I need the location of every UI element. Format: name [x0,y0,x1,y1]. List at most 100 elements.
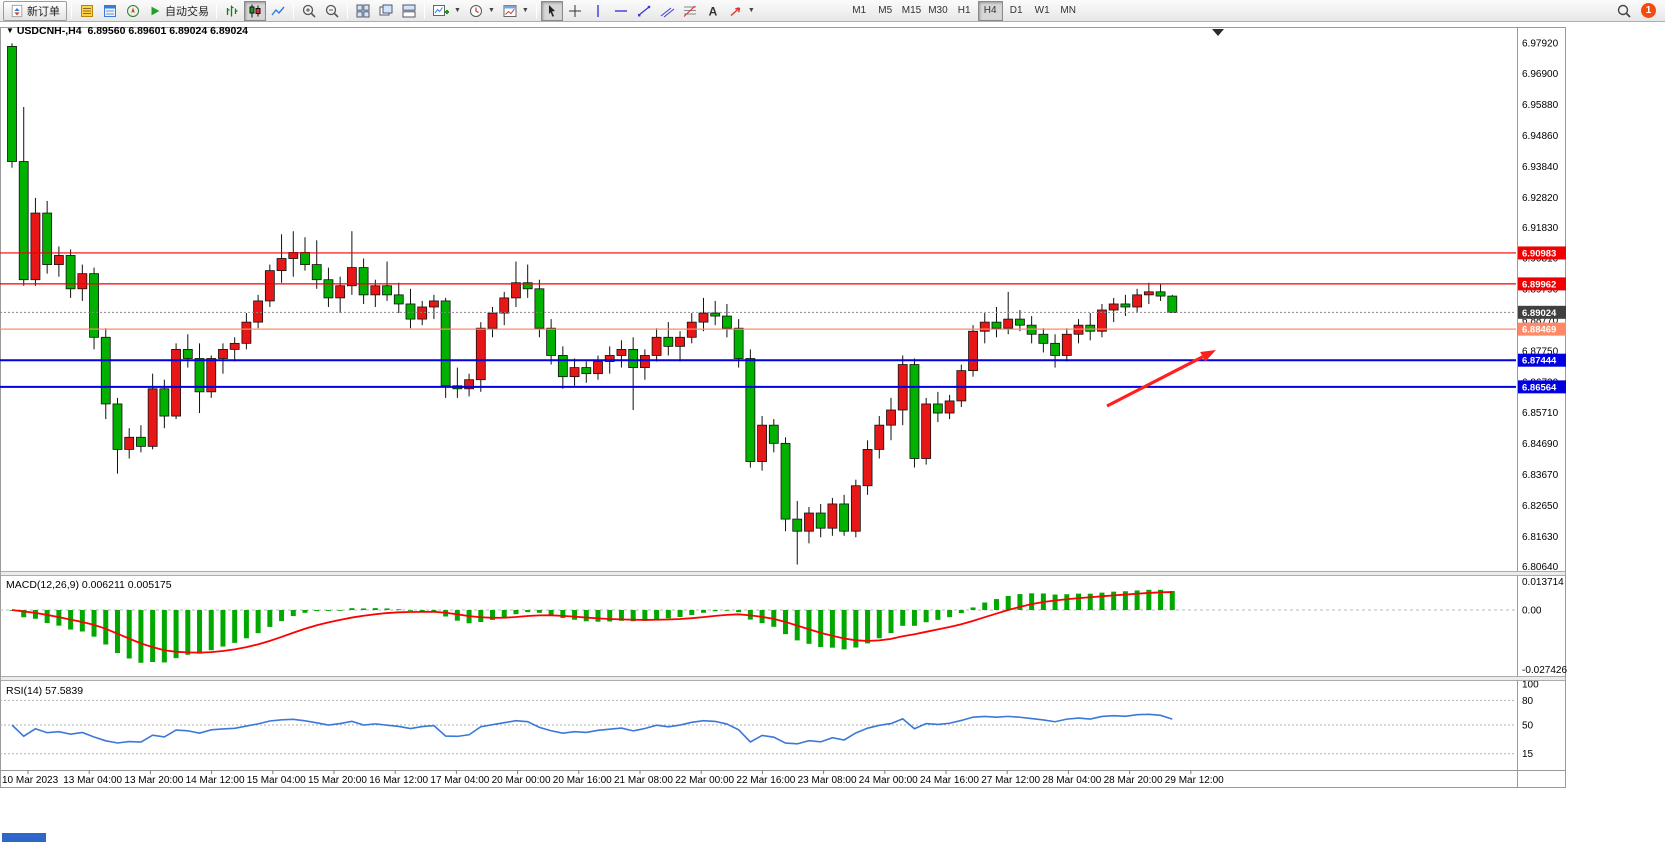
text-tool-button[interactable]: A [702,1,724,21]
bar-chart-mode-button[interactable] [221,1,243,21]
horizontal-line-tool-button[interactable] [610,1,632,21]
macd-histogram-bar [865,610,871,644]
price-label-box [1518,277,1566,291]
clock-icon [469,4,482,17]
candle [499,297,510,314]
svg-text:6.87444: 6.87444 [1522,356,1557,367]
fibonacci-tool-button[interactable] [679,1,701,21]
candle [124,436,135,450]
macd-histogram-bar [935,610,941,620]
time-axis-label: 28 Mar 04:00 [1042,775,1101,786]
hlines-layer[interactable] [0,252,1516,388]
svg-text:6.80640: 6.80640 [1522,562,1559,573]
notification-badge[interactable]: 1 [1641,3,1656,18]
arrows-tool-button[interactable]: ▼ [725,1,758,21]
new-order-button[interactable]: 新订单 [3,0,67,21]
macd-histogram-bar [958,610,964,614]
candle [886,409,896,426]
cascade-windows-button[interactable] [375,1,397,21]
panel-splitter[interactable] [0,571,1566,576]
svg-text:15: 15 [1522,749,1534,760]
timeframe-m5-button[interactable]: M5 [873,1,898,21]
bar-chart-icon [226,5,238,16]
zoom-in-button[interactable] [298,1,320,21]
macd-histogram-bar [126,610,132,659]
candle [264,270,275,302]
trend-arrow-head[interactable] [1200,350,1216,362]
trendline-tool-button[interactable] [633,1,655,21]
macd-histogram-bar [618,610,624,621]
main-toolbar: 新订单 自动交易 [0,0,1665,22]
svg-text:6.86564: 6.86564 [1522,382,1557,393]
candle [18,161,29,281]
candle [1061,333,1072,356]
macd-histogram-bar [689,610,695,615]
macd-histogram-bar [1029,593,1035,611]
svg-text:6.96900: 6.96900 [1522,69,1559,80]
candle [405,303,416,320]
vertical-line-tool-button[interactable] [587,1,609,21]
macd-histogram-bar [32,610,38,619]
candlestick-icon [249,4,261,17]
chart-shift-marker[interactable] [1212,29,1224,36]
macd-histogram-bar [79,610,85,632]
candle [464,379,474,390]
line-chart-mode-button[interactable] [267,1,289,21]
candle [850,485,861,532]
panel-splitter[interactable] [0,676,1566,681]
timeframe-mn-button[interactable]: MN [1056,1,1081,21]
macd-histogram-bar [243,610,249,639]
candle [1097,309,1107,332]
macd-histogram-bar [876,610,882,639]
svg-text:6.88770: 6.88770 [1522,316,1559,327]
timeframe-m15-button[interactable]: M15 [899,1,924,21]
trend-arrow-annotation[interactable] [1106,355,1204,408]
cursor-tool-button[interactable] [540,0,563,21]
macd-histogram-bar [841,610,847,650]
dropdown-caret-icon: ▼ [454,7,461,14]
macd-histogram-bar [1146,589,1152,611]
macd-signal-line [11,591,1173,654]
macd-histogram-bar [642,610,648,621]
macd-histogram-bar [1134,590,1140,611]
tile-windows-button[interactable] [352,1,374,21]
macd-histogram-bar [712,610,718,612]
price-scale[interactable]: 6.97920 6.96900 6.95880 6.94860 6.93840 6.928… [1518,38,1567,760]
candle [604,355,615,362]
templates-button[interactable]: ▼ [499,1,532,21]
macd-histogram-bar [888,610,894,634]
candle [1132,294,1143,308]
chart-window-frame [0,27,1566,788]
chart-canvas[interactable]: 6.97920 6.96900 6.95880 6.94860 6.93840 6.928… [0,22,1665,842]
timeframe-d1-button[interactable]: D1 [1004,1,1029,21]
market-watch-button[interactable] [76,1,98,21]
candle [171,349,181,417]
timeframe-h1-button[interactable]: H1 [952,1,977,21]
svg-text:6.85710: 6.85710 [1522,408,1559,419]
periods-button[interactable]: ▼ [465,1,498,21]
macd-histogram-bar [372,608,378,611]
timeframe-m1-button[interactable]: M1 [847,1,872,21]
new-chart-button[interactable]: ▼ [429,1,464,21]
autotrading-button[interactable]: 自动交易 [145,1,212,21]
chart-window[interactable]: 6.97920 6.96900 6.95880 6.94860 6.93840 6.928… [0,22,1665,842]
macd-histogram-bar [1064,594,1070,611]
candlestick-mode-button[interactable] [244,0,266,21]
macd-histogram-bar [302,610,308,613]
timeframe-w1-button[interactable]: W1 [1030,1,1055,21]
crosshair-tool-button[interactable] [564,1,586,21]
time-axis-label: 20 Mar 00:00 [492,775,551,786]
data-window-button[interactable] [99,1,121,21]
channel-tool-button[interactable] [656,1,678,21]
navigator-button[interactable] [122,1,144,21]
time-axis[interactable]: 10 Mar 2023 13 Mar 04:00 13 Mar 20:00 14 Ma… [0,770,1566,787]
time-axis-label: 15 Mar 20:00 [308,775,367,786]
zoom-out-button[interactable] [321,1,343,21]
timeframe-h4-button[interactable]: H4 [977,0,1003,21]
svg-text:6.95880: 6.95880 [1522,100,1559,111]
arrange-windows-button[interactable] [398,1,420,21]
search-button[interactable] [1613,1,1635,21]
candle [53,255,64,265]
timeframe-m30-button[interactable]: M30 [925,1,950,21]
toolbar-separator [535,2,537,19]
